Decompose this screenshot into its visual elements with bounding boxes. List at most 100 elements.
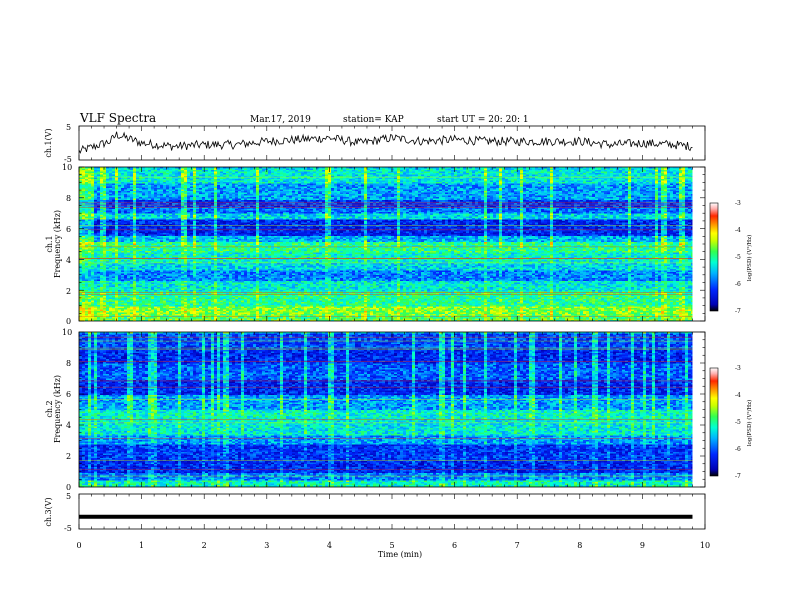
- spectrogram-cell: [94, 186, 98, 189]
- spectrogram-cell: [103, 204, 107, 207]
- spectrogram-cell: [79, 231, 83, 234]
- spectrogram-cell: [82, 281, 86, 283]
- spectrogram-cell: [103, 282, 107, 285]
- spectrogram-cell: [109, 218, 113, 220]
- spectrogram-cell: [94, 195, 98, 198]
- spectrogram-cell: [97, 179, 101, 181]
- spectrogram-cell: [91, 188, 95, 190]
- spectrogram-cell: [91, 203, 95, 205]
- spectrogram-cell: [91, 249, 95, 252]
- spectrogram-cell: [94, 194, 98, 196]
- spectrogram-cell: [91, 257, 95, 259]
- spectrogram-cell: [88, 296, 92, 298]
- spectrogram-cell: [82, 222, 86, 225]
- spectrogram-cell: [106, 246, 110, 249]
- spectrogram-cell: [97, 168, 101, 171]
- spectrogram-cell: [94, 261, 98, 264]
- spectrogram-cell: [97, 198, 101, 201]
- spectrogram-cell: [100, 245, 104, 247]
- spectrogram-cell: [94, 242, 98, 244]
- spectrogram-cell: [106, 287, 110, 289]
- spectrogram-cell: [91, 212, 95, 214]
- spectrogram-cell: [85, 218, 89, 220]
- spectrogram-cell: [97, 306, 101, 309]
- spectrogram-cell: [94, 279, 98, 282]
- spectrogram-cell: [79, 308, 83, 310]
- spectrogram-cell: [103, 222, 107, 225]
- spectrogram-cell: [106, 293, 110, 295]
- spectrogram-cell: [103, 189, 107, 192]
- spectrogram-cell: [91, 213, 95, 216]
- spectrogram-cell: [88, 201, 92, 204]
- spectrogram-cell: [91, 185, 95, 187]
- spectrogram-cell: [82, 309, 86, 312]
- spectrogram-cell: [82, 300, 86, 303]
- spectrogram-cell: [97, 300, 101, 303]
- spectrogram-cell: [106, 285, 110, 288]
- spectrogram-cell: [85, 285, 89, 288]
- spectrogram-cell: [100, 170, 104, 172]
- spectrogram-cell: [100, 285, 104, 288]
- spectrogram-cell: [97, 266, 101, 268]
- spectrogram-cell: [100, 210, 104, 213]
- spectrogram-cell: [97, 203, 101, 205]
- spectrogram-cell: [88, 192, 92, 195]
- spectrogram-cell: [106, 168, 110, 171]
- spectrogram-cell: [106, 222, 110, 225]
- spectrogram-cell: [79, 230, 83, 232]
- spectrogram-cell: [94, 266, 98, 268]
- spectrogram-cell: [97, 276, 101, 279]
- spectrogram-cell: [79, 248, 83, 250]
- spectrogram-cell: [85, 212, 89, 214]
- spectrogram-cell: [94, 270, 98, 273]
- spectrogram-cell: [106, 249, 110, 252]
- spectrogram-cell: [109, 167, 113, 169]
- spectrogram-cell: [91, 245, 95, 247]
- spectrogram-cell: [103, 269, 107, 271]
- spectrogram-cell: [100, 231, 104, 234]
- spectrogram-cell: [97, 287, 101, 289]
- spectrogram-cell: [100, 251, 104, 253]
- spectrogram-cell: [100, 180, 104, 183]
- spectrogram-cell: [85, 186, 89, 189]
- spectrogram-cell: [100, 224, 104, 226]
- spectrogram-cell: [103, 309, 107, 312]
- spectrogram-cell: [109, 231, 113, 234]
- spectrogram-cell: [106, 191, 110, 193]
- spectrogram-cell: [109, 213, 113, 216]
- spectrogram-cell: [94, 180, 98, 183]
- spectrogram-cell: [97, 273, 101, 276]
- spectrogram-cell: [82, 213, 86, 216]
- spectrogram-cell: [94, 320, 98, 321]
- spectrogram-cell: [106, 174, 110, 177]
- spectrogram-cell: [88, 221, 92, 223]
- spectrogram-cell: [85, 287, 89, 289]
- spectrogram-cell: [91, 258, 95, 261]
- spectrogram-cell: [79, 228, 83, 231]
- spectrogram-cell: [79, 180, 83, 183]
- spectrogram-cell: [97, 275, 101, 277]
- spectrogram-cell: [109, 216, 113, 219]
- spectrogram-cell: [109, 204, 113, 207]
- spectrogram-cell: [94, 315, 98, 318]
- spectrogram-cell: [109, 188, 113, 190]
- spectrogram-cell: [88, 261, 92, 264]
- spectrogram-cell: [94, 272, 98, 274]
- spectrogram-cell: [79, 215, 83, 217]
- spectrogram-cell: [94, 185, 98, 187]
- spectrogram-cell: [82, 312, 86, 315]
- spectrogram-cell: [97, 186, 101, 189]
- spectrogram-cell: [94, 191, 98, 193]
- spectrogram-cell: [106, 228, 110, 231]
- spectrogram-cell: [100, 297, 104, 300]
- spectrogram-cell: [109, 221, 113, 223]
- spectrogram-cell: [100, 225, 104, 228]
- spectrogram-cell: [88, 177, 92, 180]
- spectrogram-cell: [88, 315, 92, 318]
- spectrogram-cell: [79, 207, 83, 210]
- spectrogram-cell: [103, 293, 107, 295]
- spectrogram-cell: [100, 179, 104, 181]
- spectrogram-cell: [91, 227, 95, 229]
- spectrogram-cell: [94, 284, 98, 286]
